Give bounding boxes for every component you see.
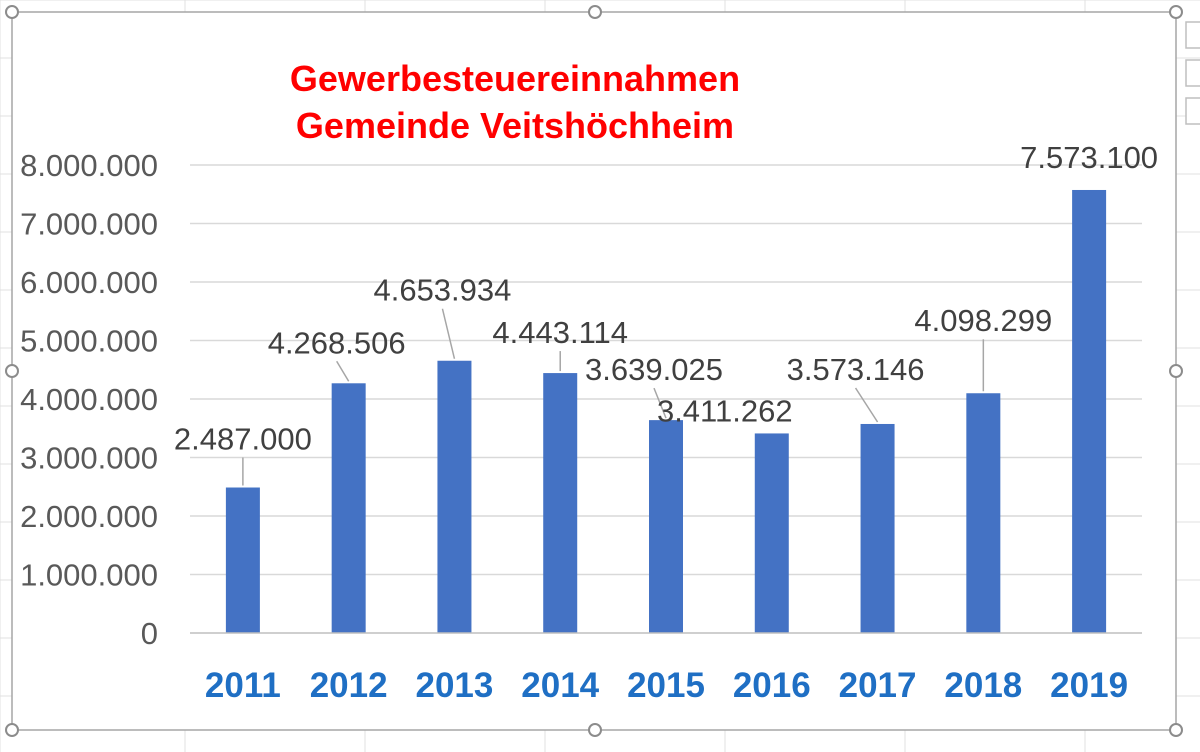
bar-2015 — [649, 420, 683, 633]
bar-2012 — [331, 383, 366, 633]
data-label: 4.268.506 — [268, 325, 406, 360]
resize-handle[interactable] — [1169, 5, 1183, 19]
bar-2017 — [860, 423, 895, 633]
bar-2013 — [437, 360, 472, 633]
data-label: 2.487.000 — [174, 422, 312, 457]
leader-line — [854, 387, 879, 423]
chart-title: Gewerbesteuereinnahmen — [290, 58, 740, 99]
resize-handle[interactable] — [1169, 723, 1183, 737]
resize-handle[interactable] — [5, 5, 19, 19]
x-tick-label: 2015 — [627, 666, 705, 705]
y-tick-label: 2.000.000 — [20, 499, 158, 534]
x-tick-label: 2012 — [310, 666, 388, 705]
data-label: 3.411.262 — [657, 393, 793, 428]
leader-line — [441, 308, 456, 359]
data-label: 4.098.299 — [914, 303, 1052, 338]
resize-handles[interactable] — [5, 5, 1183, 737]
y-tick-label: 1.000.000 — [20, 558, 158, 593]
x-tick-label: 2018 — [944, 666, 1022, 705]
resize-handle[interactable] — [5, 364, 19, 378]
data-label: 7.573.100 — [1020, 140, 1158, 175]
data-label: 4.443.114 — [492, 315, 628, 350]
label-leader-lines — [242, 308, 985, 486]
data-labels: 2.487.000 4.268.506 4.653.934 4.443.1143.63… — [174, 140, 1158, 457]
x-tick-label: 2011 — [205, 666, 281, 705]
data-label: 4.653.934 — [373, 273, 511, 308]
bar-2016 — [754, 433, 789, 633]
bar-2014 — [543, 373, 578, 633]
chart-filters-button[interactable] — [1185, 97, 1200, 125]
bar-2011 — [225, 487, 260, 633]
x-tick-label: 2017 — [839, 666, 917, 705]
x-tick-label: 2019 — [1050, 666, 1128, 705]
x-tick-label: 2016 — [733, 666, 811, 705]
leader-line — [336, 360, 350, 382]
resize-handle[interactable] — [1169, 364, 1183, 378]
chart-styles-button[interactable] — [1185, 59, 1200, 87]
resize-handle[interactable] — [5, 723, 19, 737]
data-label: 3.639.025 — [585, 352, 723, 387]
bars — [225, 189, 1107, 634]
bar-2018 — [966, 393, 1001, 633]
data-label: 3.573.146 — [787, 352, 925, 387]
bar-2019 — [1072, 189, 1107, 634]
y-tick-label: 7.000.000 — [20, 207, 158, 242]
x-tick-label: 2013 — [416, 666, 494, 705]
y-tick-label: 6.000.000 — [20, 265, 158, 300]
y-tick-label: 3.000.000 — [20, 441, 158, 476]
x-tick-label: 2014 — [521, 666, 599, 705]
x-axis-ticks: 2011 2012 2013 2014 2015 2016 2017 2018 2019 — [205, 666, 1128, 705]
chart-elements-button[interactable] — [1185, 21, 1200, 49]
resize-handle[interactable] — [588, 723, 602, 737]
y-axis-ticks: 0 1.000.000 2.000.000 3.000.000 4.000.000 5.0… — [20, 148, 158, 651]
leader-line — [653, 387, 667, 419]
y-tick-label: 5.000.000 — [20, 324, 158, 359]
y-tick-label: 0 — [141, 616, 158, 651]
y-tick-label: 4.000.000 — [20, 382, 158, 417]
y-tick-label: 8.000.000 — [20, 148, 158, 183]
chart-subtitle: Gemeinde Veitshöchheim — [296, 105, 734, 146]
resize-handle[interactable] — [588, 5, 602, 19]
